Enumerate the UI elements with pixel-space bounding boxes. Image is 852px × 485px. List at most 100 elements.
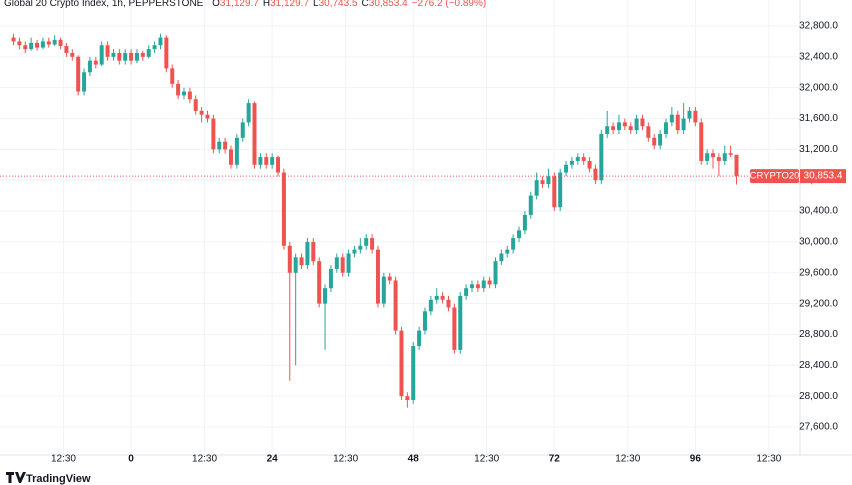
candle-body bbox=[475, 284, 480, 289]
candle-body bbox=[634, 118, 639, 131]
candle-body bbox=[711, 153, 716, 158]
candle-body bbox=[311, 241, 316, 262]
candle-body bbox=[52, 39, 57, 45]
readout-key: H bbox=[263, 0, 270, 9]
x-tick-label: 12:30 bbox=[474, 454, 499, 465]
candle-body bbox=[146, 49, 151, 57]
candle-body bbox=[381, 276, 386, 304]
candle-body bbox=[517, 230, 522, 239]
price-tag-box bbox=[800, 169, 846, 184]
candle-body bbox=[446, 299, 451, 308]
candle-body bbox=[640, 118, 645, 127]
candle-body bbox=[176, 83, 181, 96]
readout-value: 30,743.5 bbox=[319, 0, 358, 9]
x-tick-label: 12:30 bbox=[192, 454, 217, 465]
x-tick-label: 96 bbox=[690, 454, 702, 465]
candle-body bbox=[99, 45, 104, 65]
readout-key: O bbox=[212, 0, 220, 9]
candle-body bbox=[234, 137, 239, 165]
x-tick-label: 12:30 bbox=[51, 454, 76, 465]
y-tick-label: 32,400.0 bbox=[799, 51, 838, 62]
candle-body bbox=[393, 280, 398, 331]
candle-body bbox=[652, 137, 657, 146]
candle-body bbox=[117, 52, 122, 61]
y-tick-label: 30,400.0 bbox=[799, 206, 838, 217]
y-tick-label: 32,000.0 bbox=[799, 82, 838, 93]
candle-body bbox=[17, 41, 22, 46]
candle-body bbox=[23, 45, 28, 50]
x-tick-label: 12:30 bbox=[756, 454, 781, 465]
candle-body bbox=[199, 110, 204, 115]
candle-body bbox=[111, 52, 116, 57]
candle-body bbox=[428, 299, 433, 312]
candle-body bbox=[229, 149, 234, 165]
candle-body bbox=[452, 307, 457, 350]
readout-change: −276.2 (−0.89%) bbox=[412, 0, 487, 9]
candle-body bbox=[552, 176, 557, 208]
candle-body bbox=[575, 157, 580, 161]
candle-body bbox=[470, 284, 475, 289]
candle-body bbox=[358, 245, 363, 250]
candle-body bbox=[587, 160, 592, 169]
candle-body bbox=[411, 346, 416, 401]
candle-body bbox=[264, 157, 269, 165]
candle-body bbox=[622, 122, 627, 127]
candle-body bbox=[734, 154, 739, 177]
candle-body bbox=[505, 249, 510, 254]
x-tick-label: 12:30 bbox=[333, 454, 358, 465]
candle-body bbox=[434, 295, 439, 300]
candle-body bbox=[170, 68, 175, 84]
chart-header: Global 20 Crypto Index, 1h, PEPPERSTONE … bbox=[4, 0, 486, 9]
candle-body bbox=[663, 122, 668, 134]
candle-body bbox=[181, 91, 186, 96]
candle-body bbox=[599, 133, 604, 181]
candle-body bbox=[164, 37, 169, 69]
brand: TradingView bbox=[6, 472, 91, 485]
chart-title: Global 20 Crypto Index, 1h, PEPPERSTONE bbox=[4, 0, 204, 9]
candle-body bbox=[440, 295, 445, 300]
x-tick-label: 12:30 bbox=[615, 454, 640, 465]
candle-body bbox=[82, 72, 87, 92]
y-tick-label: 30,000.0 bbox=[799, 237, 838, 248]
candle-body bbox=[129, 52, 134, 61]
candle-body bbox=[105, 45, 110, 57]
candle-body bbox=[493, 261, 498, 285]
candle-body bbox=[93, 60, 98, 65]
price-tag-name: CRYPTO20 bbox=[750, 171, 800, 182]
candle-body bbox=[299, 257, 304, 266]
candle-body bbox=[699, 122, 704, 161]
candle-body bbox=[558, 172, 563, 208]
candle-body bbox=[658, 133, 663, 146]
candle-body bbox=[317, 261, 322, 304]
candle-body bbox=[375, 249, 380, 304]
candle-body bbox=[305, 241, 310, 266]
price-tag-label: 30,853.4 bbox=[804, 171, 843, 182]
y-tick-label: 27,600.0 bbox=[799, 422, 838, 433]
candle-body bbox=[464, 288, 469, 296]
candle-body bbox=[399, 330, 404, 397]
readout-value: 31,129.7 bbox=[270, 0, 309, 9]
candle-body bbox=[546, 176, 551, 185]
candle-body bbox=[616, 122, 621, 131]
candle-body bbox=[422, 311, 427, 331]
brand-logo bbox=[6, 472, 26, 483]
candle-body bbox=[46, 41, 51, 45]
candle-body bbox=[276, 157, 281, 173]
candle-body bbox=[64, 46, 69, 53]
candle-body bbox=[252, 103, 257, 165]
candle-body bbox=[328, 268, 333, 289]
candle-body bbox=[487, 280, 492, 285]
readout-key: L bbox=[313, 0, 319, 9]
y-tick-label: 28,800.0 bbox=[799, 329, 838, 340]
candle-body bbox=[193, 99, 198, 111]
candle-body bbox=[722, 153, 727, 161]
candle-body bbox=[334, 257, 339, 269]
candle-body bbox=[681, 118, 686, 131]
candle-body bbox=[628, 126, 633, 131]
candle-body bbox=[481, 280, 486, 289]
brand-name: TradingView bbox=[26, 473, 91, 485]
candle-body bbox=[605, 126, 610, 134]
candle-body bbox=[346, 253, 351, 273]
